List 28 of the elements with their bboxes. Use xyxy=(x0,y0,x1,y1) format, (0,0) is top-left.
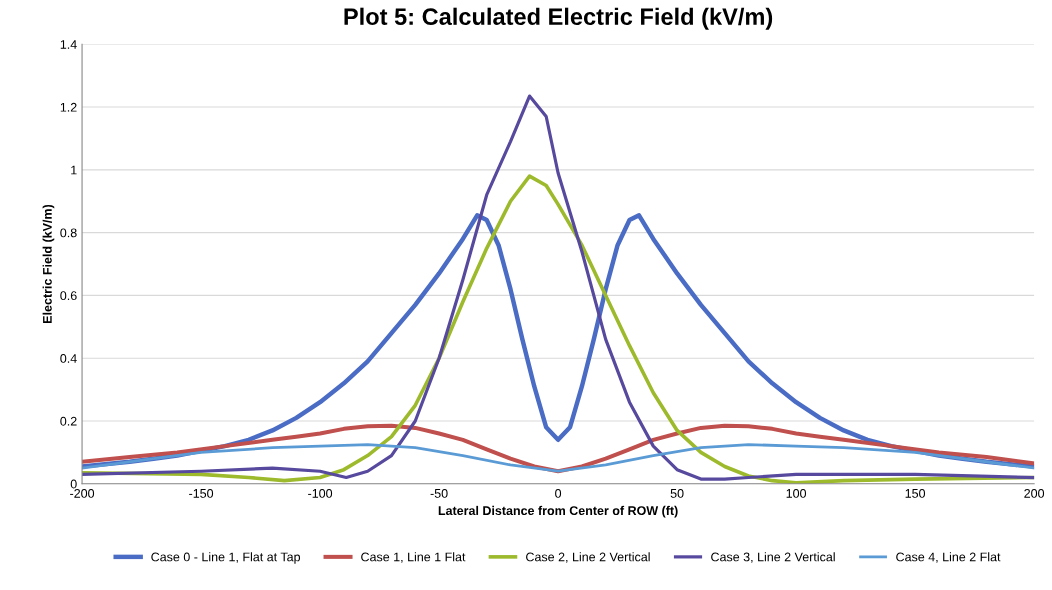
y-tick-label: 1.4 xyxy=(60,40,77,49)
y-tick-label: 1 xyxy=(71,165,77,175)
x-tick-label: 200 xyxy=(1024,488,1045,498)
x-tick-label: -50 xyxy=(430,488,448,498)
legend-label: Case 4, Line 2 Flat xyxy=(896,552,1001,563)
x-tick-label: -200 xyxy=(70,488,95,498)
y-tick-label: 0 xyxy=(70,479,77,489)
legend-label: Case 2, Line 2 Vertical xyxy=(526,552,650,563)
line-series xyxy=(82,443,1035,473)
x-tick-label: -150 xyxy=(189,488,214,498)
y-axis-title: Electric Field (kV/m) xyxy=(42,204,55,323)
chart-title: Plot 5: Calculated Electric Field (kV/m) xyxy=(344,7,773,30)
legend-label: Case 0 - Line 1, Flat at Tap xyxy=(151,552,301,564)
y-tick-label: 0.4 xyxy=(60,354,77,363)
y-tick-label: 0.8 xyxy=(60,228,77,238)
x-axis-title: Lateral Distance from Center of ROW (ft) xyxy=(438,505,678,518)
line-series xyxy=(82,94,1035,481)
y-tick-label: 0.6 xyxy=(60,291,77,301)
x-tick-label: 50 xyxy=(670,488,684,498)
line-series xyxy=(82,423,1035,474)
x-tick-label: 0 xyxy=(555,488,562,498)
x-tick-label: 150 xyxy=(905,488,926,498)
y-tick-label: 0.2 xyxy=(60,416,77,426)
legend-label: Case 1, Line 1 Flat xyxy=(361,552,466,563)
legend-label: Case 3, Line 2 Vertical xyxy=(711,552,835,563)
x-tick-label: -100 xyxy=(308,488,333,498)
x-tick-label: 100 xyxy=(786,488,807,498)
y-tick-label: 1.2 xyxy=(60,102,77,112)
